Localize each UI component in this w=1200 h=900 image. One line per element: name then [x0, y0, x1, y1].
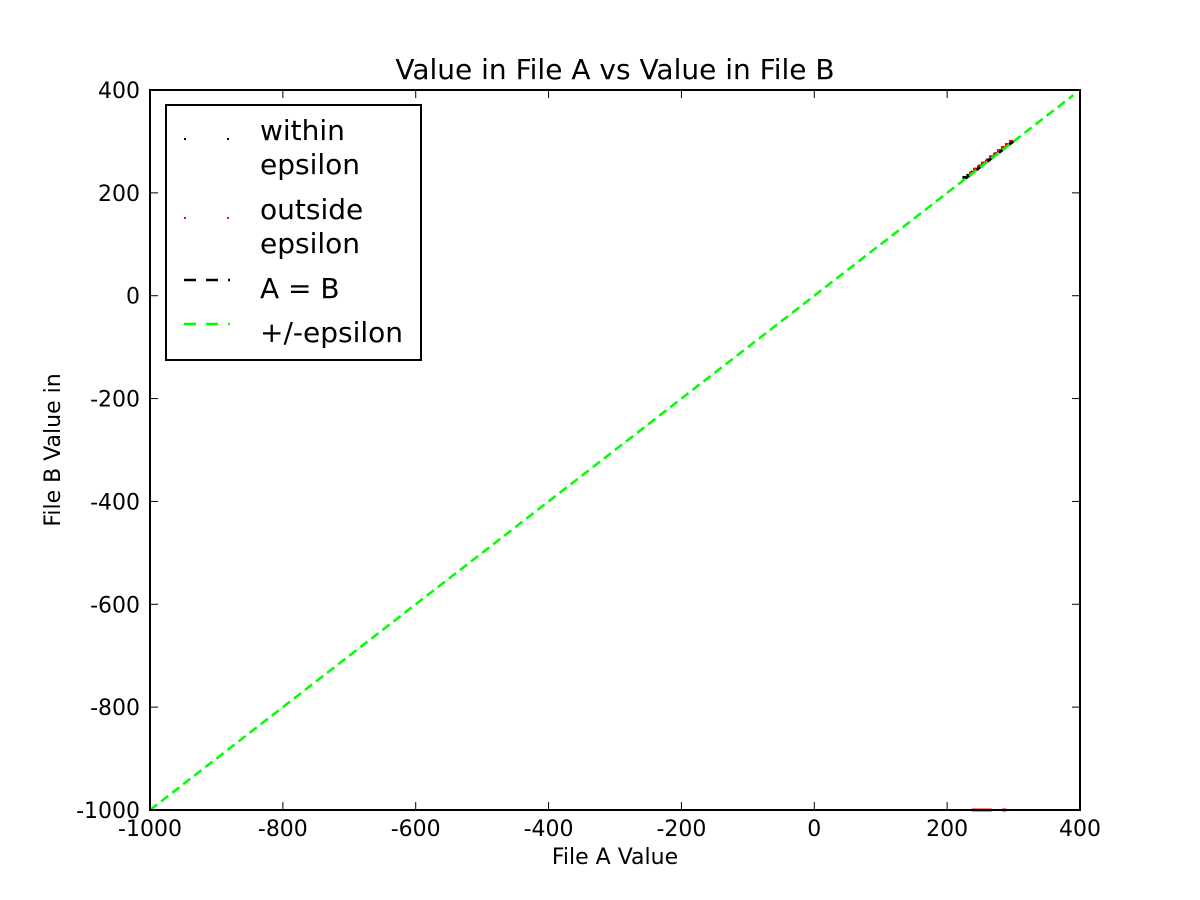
- x-tick-label: 400: [1059, 817, 1101, 842]
- legend-marker-1: [227, 217, 229, 219]
- x-tick-label: -200: [656, 817, 706, 842]
- y-tick-label: 200: [98, 182, 140, 207]
- y-tick-label: -1000: [76, 799, 140, 824]
- legend-label: epsilon: [260, 148, 360, 181]
- y-tick-label: -800: [90, 696, 140, 721]
- x-axis-label: File A Value: [552, 845, 678, 870]
- y-tick-label: 0: [126, 285, 140, 310]
- legend-marker-0: [227, 138, 229, 140]
- x-tick-label: -1000: [118, 817, 182, 842]
- legend-marker-1: [184, 217, 186, 219]
- legend-label: epsilon: [260, 227, 360, 260]
- x-tick-label: 0: [807, 817, 821, 842]
- data-point-outside-epsilon: [985, 159, 989, 163]
- legend-label: within: [260, 114, 345, 147]
- legend-label: +/-epsilon: [260, 316, 403, 349]
- y-tick-label: -600: [90, 593, 140, 618]
- data-point-outside-epsilon: [981, 161, 986, 165]
- legend-label: outside: [260, 193, 363, 226]
- x-tick-label: -400: [524, 817, 574, 842]
- y-axis-label: File B Value in: [41, 373, 66, 526]
- data-point-outside-epsilon: [1004, 143, 1009, 147]
- x-tick-label: 200: [926, 817, 968, 842]
- plot-frame: [149, 89, 1081, 811]
- data-point-outside-epsilon: [1000, 146, 1005, 150]
- data-point-outside-epsilon: [973, 167, 978, 171]
- legend-label: A = B: [260, 272, 340, 305]
- data-point-outside-epsilon: [988, 155, 993, 159]
- series-line-epsilon: [149, 94, 1075, 811]
- data-point-outside-epsilon: [996, 149, 1001, 153]
- legend-marker-0: [184, 138, 186, 140]
- data-point-within-epsilon: [962, 175, 967, 179]
- legend-box: [165, 104, 422, 361]
- chart-title: Value in File A vs Value in File B: [395, 53, 834, 86]
- axis-ticks: -1000 -800 -600 -400 -200 0 200 400 400 200 0 -200 -…: [76, 79, 1101, 842]
- y-tick-label: 400: [98, 79, 140, 104]
- y-tick-label: -400: [90, 490, 140, 515]
- x-tick-label: -800: [258, 817, 308, 842]
- x-tick-label: -600: [391, 817, 441, 842]
- data-point-outside-epsilon: [1008, 139, 1013, 143]
- y-tick-label: -200: [90, 388, 140, 413]
